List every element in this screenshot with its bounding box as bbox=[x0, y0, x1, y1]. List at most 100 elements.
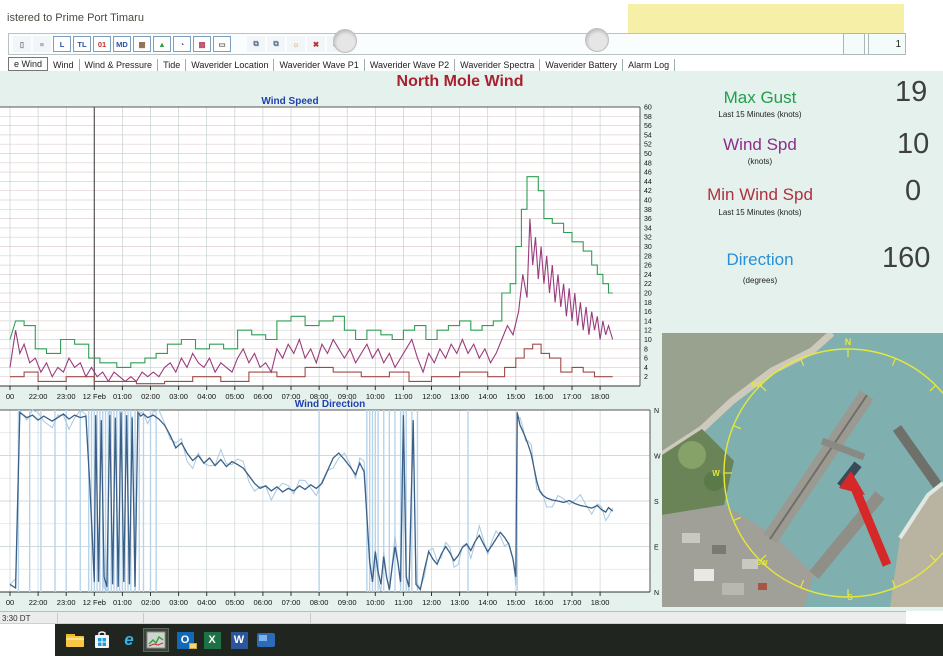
tab-tide[interactable]: Tide bbox=[158, 59, 187, 71]
layout-md-button[interactable]: MD bbox=[113, 36, 131, 52]
svg-text:13:00: 13:00 bbox=[450, 598, 469, 607]
svg-text:12: 12 bbox=[644, 328, 652, 335]
map-icon[interactable]: ▦ bbox=[133, 36, 151, 52]
word-icon[interactable]: W bbox=[227, 629, 251, 651]
stat-value-direction: 160 bbox=[882, 242, 931, 274]
building bbox=[682, 533, 700, 543]
stat-label-wind-spd: Wind Spd bbox=[723, 135, 797, 154]
graph-icon[interactable]: ▲ bbox=[153, 36, 171, 52]
compass-overlay: N NW W SW S bbox=[712, 337, 943, 602]
svg-text:46: 46 bbox=[644, 170, 652, 177]
svg-text:8: 8 bbox=[644, 346, 648, 353]
status-bar: 3:30 DT bbox=[0, 611, 906, 624]
svg-text:07:00: 07:00 bbox=[282, 598, 301, 607]
svg-text:32: 32 bbox=[644, 235, 652, 242]
compass-label-s: S bbox=[847, 593, 853, 602]
tab-alarm-log[interactable]: Alarm Log bbox=[623, 59, 676, 71]
svg-text:20: 20 bbox=[644, 291, 652, 298]
tab-wind-pressure[interactable]: Wind & Pressure bbox=[80, 59, 159, 71]
svg-text:44: 44 bbox=[644, 179, 652, 186]
svg-text:24: 24 bbox=[644, 272, 652, 279]
tab-waverider-spectra[interactable]: Waverider Spectra bbox=[455, 59, 541, 71]
series-min-wind-spd bbox=[10, 343, 613, 385]
park-green bbox=[678, 441, 706, 469]
tab-waverider-wave-p1[interactable]: Waverider Wave P1 bbox=[274, 59, 365, 71]
palette-icon[interactable]: ▩ bbox=[193, 36, 211, 52]
sand-spit bbox=[890, 483, 943, 607]
stat-value-wind-spd: 10 bbox=[897, 128, 930, 160]
layout-01-button[interactable]: 01 bbox=[93, 36, 111, 52]
tab-waverider-location[interactable]: Waverider Location bbox=[186, 59, 275, 71]
east-breakwater bbox=[892, 425, 943, 496]
tab-wind[interactable]: Wind bbox=[48, 59, 80, 71]
svg-text:23:00: 23:00 bbox=[57, 598, 76, 607]
cascade-icon[interactable]: ⧉ bbox=[267, 36, 285, 52]
store-icon[interactable] bbox=[90, 629, 114, 651]
building-red-roof bbox=[758, 583, 767, 590]
svg-text:23:00: 23:00 bbox=[57, 392, 76, 401]
redaction-sticky-note bbox=[628, 4, 904, 33]
internet-explorer-icon[interactable]: e bbox=[124, 630, 134, 649]
svg-text:N: N bbox=[654, 408, 659, 415]
copy-icon[interactable]: ⧉ bbox=[247, 36, 265, 52]
stat-label-max-gust: Max Gust bbox=[723, 88, 797, 107]
svg-text:26: 26 bbox=[644, 263, 652, 270]
list-icon[interactable]: ≡ bbox=[33, 36, 51, 52]
svg-text:06:00: 06:00 bbox=[254, 392, 273, 401]
remote-desktop-icon[interactable] bbox=[254, 629, 278, 651]
punch-hole-right bbox=[585, 28, 609, 52]
toolbar-zoom-box[interactable]: 1 bbox=[868, 33, 906, 55]
layout-l-button[interactable]: L bbox=[53, 36, 71, 52]
svg-text:02:00: 02:00 bbox=[141, 598, 160, 607]
svg-text:12 Feb: 12 Feb bbox=[83, 598, 106, 607]
close-report-icon[interactable]: ✖ bbox=[307, 36, 325, 52]
outlook-icon[interactable]: O bbox=[173, 629, 197, 651]
tab-e-wind[interactable]: e Wind bbox=[8, 57, 49, 71]
svg-text:06:00: 06:00 bbox=[254, 598, 273, 607]
svg-text:12 Feb: 12 Feb bbox=[83, 392, 106, 401]
svg-text:11:00: 11:00 bbox=[394, 392, 412, 401]
compass-label-n: N bbox=[845, 337, 852, 347]
svg-text:07:00: 07:00 bbox=[282, 392, 301, 401]
svg-text:12:00: 12:00 bbox=[422, 598, 441, 607]
beach bbox=[662, 333, 835, 458]
svg-text:04:00: 04:00 bbox=[197, 392, 216, 401]
svg-text:S: S bbox=[654, 499, 659, 506]
svg-text:54: 54 bbox=[644, 132, 652, 139]
svg-text:08:00: 08:00 bbox=[310, 598, 329, 607]
layout-tl-button[interactable]: TL bbox=[73, 36, 91, 52]
toolbar-box-empty[interactable] bbox=[843, 33, 865, 55]
screen-icon[interactable]: ▭ bbox=[213, 36, 231, 52]
svg-text:42: 42 bbox=[644, 188, 652, 195]
svg-text:30: 30 bbox=[644, 244, 652, 251]
wind-monitor-app-icon[interactable] bbox=[143, 628, 169, 652]
svg-text:34: 34 bbox=[644, 225, 652, 232]
svg-text:22:00: 22:00 bbox=[29, 392, 48, 401]
tab-waverider-wave-p2[interactable]: Waverider Wave P2 bbox=[365, 59, 456, 71]
svg-text:38: 38 bbox=[644, 207, 652, 214]
wind-direction-chart-title: Wind Direction bbox=[294, 399, 366, 410]
svg-text:00: 00 bbox=[6, 392, 14, 401]
svg-text:16:00: 16:00 bbox=[535, 392, 554, 401]
svg-text:15:00: 15:00 bbox=[506, 598, 525, 607]
svg-text:18: 18 bbox=[644, 300, 652, 307]
south-wharf bbox=[809, 491, 885, 579]
clock-icon[interactable]: ◔ bbox=[173, 36, 191, 52]
brightness-icon[interactable]: ☼ bbox=[287, 36, 305, 52]
splitter-icon[interactable]: ▯ bbox=[13, 36, 31, 52]
excel-icon[interactable]: X bbox=[200, 629, 224, 651]
svg-text:14: 14 bbox=[644, 318, 652, 325]
tab-waverider-battery[interactable]: Waverider Battery bbox=[540, 59, 624, 71]
svg-text:36: 36 bbox=[644, 216, 652, 223]
inner-jetty bbox=[820, 437, 866, 461]
svg-text:17:00: 17:00 bbox=[563, 598, 582, 607]
svg-text:13:00: 13:00 bbox=[450, 392, 469, 401]
svg-text:58: 58 bbox=[644, 114, 652, 121]
svg-text:60: 60 bbox=[644, 105, 652, 112]
file-explorer-icon[interactable] bbox=[63, 629, 87, 651]
svg-text:22: 22 bbox=[644, 281, 652, 288]
wind-direction-chart: 00 22:00 23:00 12 Feb 01:00 02:00 03:00 04:00 05… bbox=[0, 408, 661, 607]
svg-text:10:00: 10:00 bbox=[366, 598, 385, 607]
stat-sub-label: Last 15 Minutes (knots) bbox=[718, 208, 802, 217]
svg-text:01:00: 01:00 bbox=[113, 392, 132, 401]
